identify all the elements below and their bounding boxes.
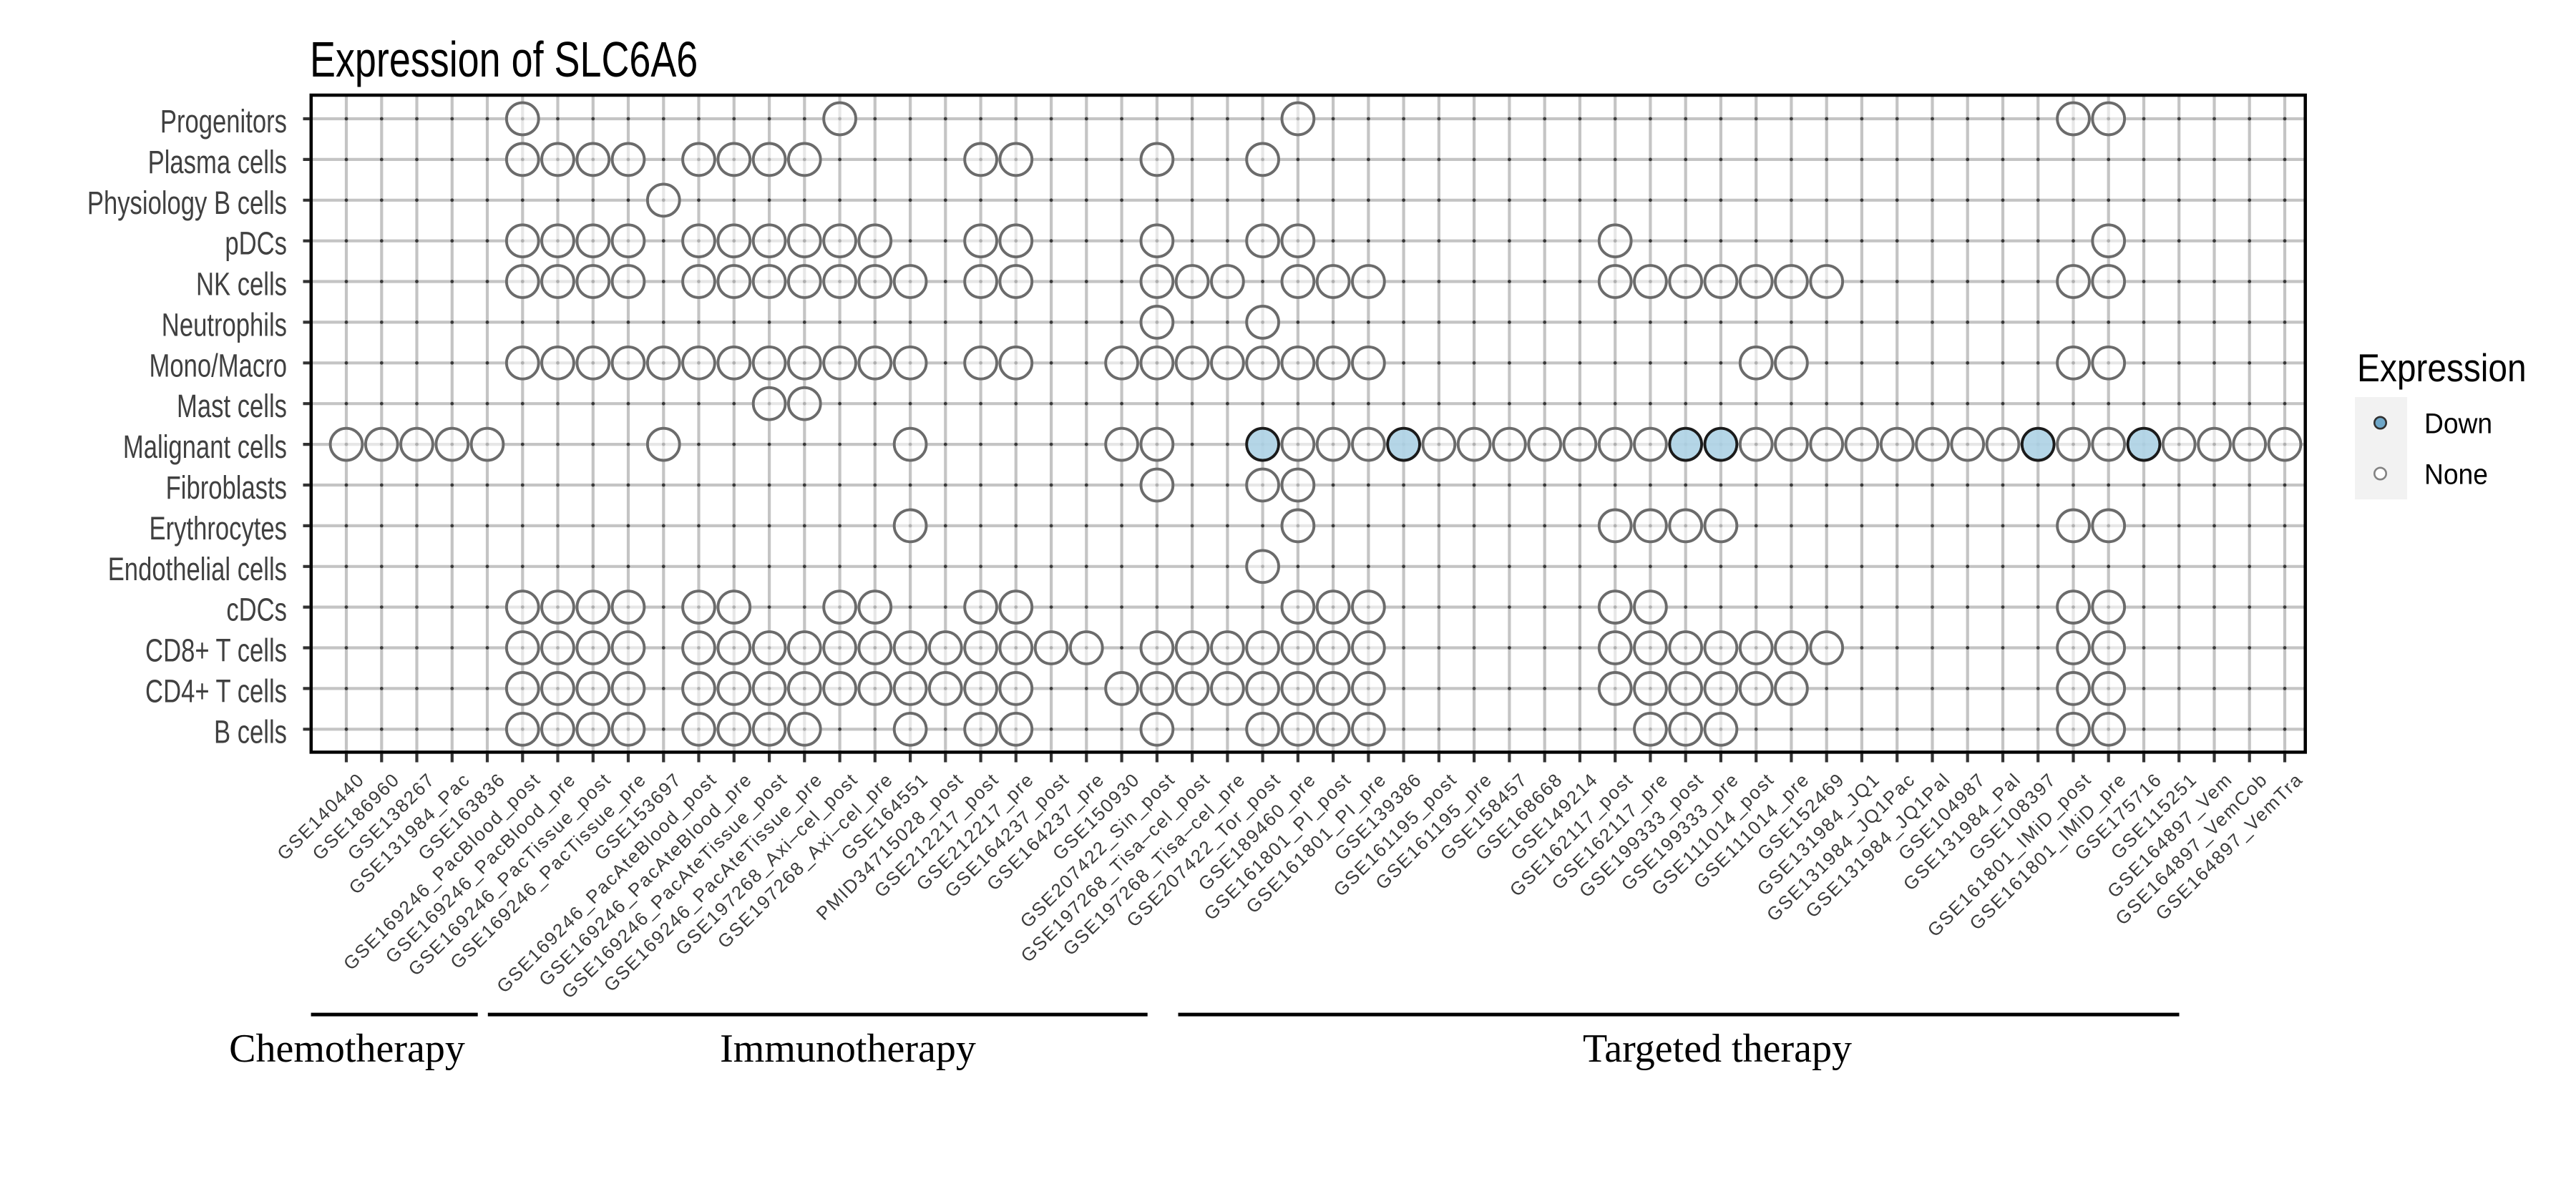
svg-text:Expression of SLC6A6: Expression of SLC6A6 <box>310 31 698 87</box>
svg-text:Down: Down <box>2424 408 2492 440</box>
svg-text:CD4+ T cells: CD4+ T cells <box>145 673 287 709</box>
svg-text:Erythrocytes: Erythrocytes <box>150 511 287 547</box>
svg-text:Endothelial cells: Endothelial cells <box>108 551 287 587</box>
svg-text:CD8+ T cells: CD8+ T cells <box>145 632 287 668</box>
svg-text:Fibroblasts: Fibroblasts <box>166 470 287 506</box>
svg-text:B cells: B cells <box>214 714 287 750</box>
svg-text:Physiology B cells: Physiology B cells <box>87 185 287 220</box>
svg-text:Plasma cells: Plasma cells <box>148 145 287 180</box>
svg-text:Malignant cells: Malignant cells <box>123 429 287 465</box>
svg-text:NK cells: NK cells <box>196 266 287 302</box>
svg-text:Immunotherapy: Immunotherapy <box>720 1027 976 1071</box>
svg-text:cDCs: cDCs <box>226 592 287 627</box>
svg-text:pDCs: pDCs <box>225 225 287 261</box>
svg-text:Targeted therapy: Targeted therapy <box>1583 1027 1852 1071</box>
svg-text:Mast cells: Mast cells <box>177 388 287 424</box>
svg-text:Progenitors: Progenitors <box>160 104 287 140</box>
svg-text:Chemotherapy: Chemotherapy <box>229 1027 465 1071</box>
svg-text:None: None <box>2424 459 2488 491</box>
svg-text:Neutrophils: Neutrophils <box>162 307 287 343</box>
svg-text:Mono/Macro: Mono/Macro <box>150 348 287 383</box>
svg-text:Expression: Expression <box>2357 346 2527 390</box>
